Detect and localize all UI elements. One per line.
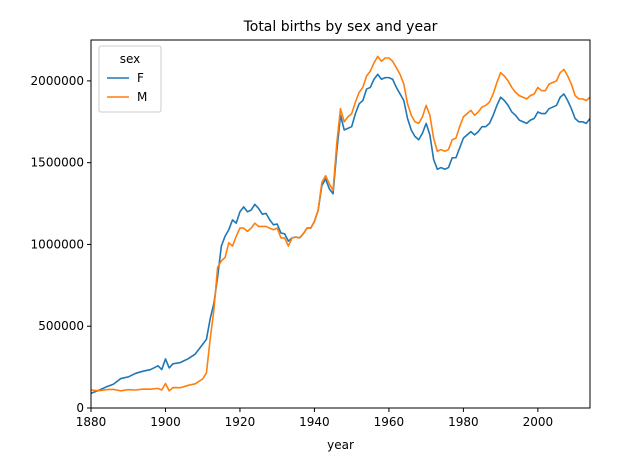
legend-box — [98, 45, 162, 113]
x-tick-label: 1900 — [150, 415, 181, 429]
y-tick-label: 500000 — [38, 319, 84, 333]
plot-frame — [90, 39, 591, 409]
y-tick-label: 1500000 — [31, 156, 84, 170]
y-tick-label: 2000000 — [31, 74, 84, 88]
x-axis-label: year — [327, 438, 354, 452]
legend-label-f: F — [137, 71, 144, 85]
x-tick-label: 2000 — [523, 415, 554, 429]
legend-items: FM — [107, 71, 147, 104]
x-tick-label: 1920 — [225, 415, 256, 429]
x-tick-label: 1980 — [448, 415, 479, 429]
x-tick-label: 1880 — [76, 415, 107, 429]
legend-title: sex — [120, 52, 141, 66]
x-tick-label: 1940 — [299, 415, 330, 429]
x-axis: 1880 1900 1920 1940 1960 1980 2000 — [76, 408, 553, 429]
chart-title: Total births by sex and year — [243, 19, 438, 35]
y-tick-label: 0 — [76, 401, 84, 415]
series-line-f — [90, 73, 591, 395]
y-tick-label: 1000000 — [31, 237, 84, 251]
series-line-m — [90, 55, 591, 392]
y-axis: 0 500000 1000000 1500000 2000000 — [31, 74, 91, 415]
x-tick-label: 1960 — [374, 415, 405, 429]
series-layer — [90, 55, 591, 395]
legend: sex FM — [98, 45, 162, 113]
legend-label-m: M — [137, 90, 147, 104]
